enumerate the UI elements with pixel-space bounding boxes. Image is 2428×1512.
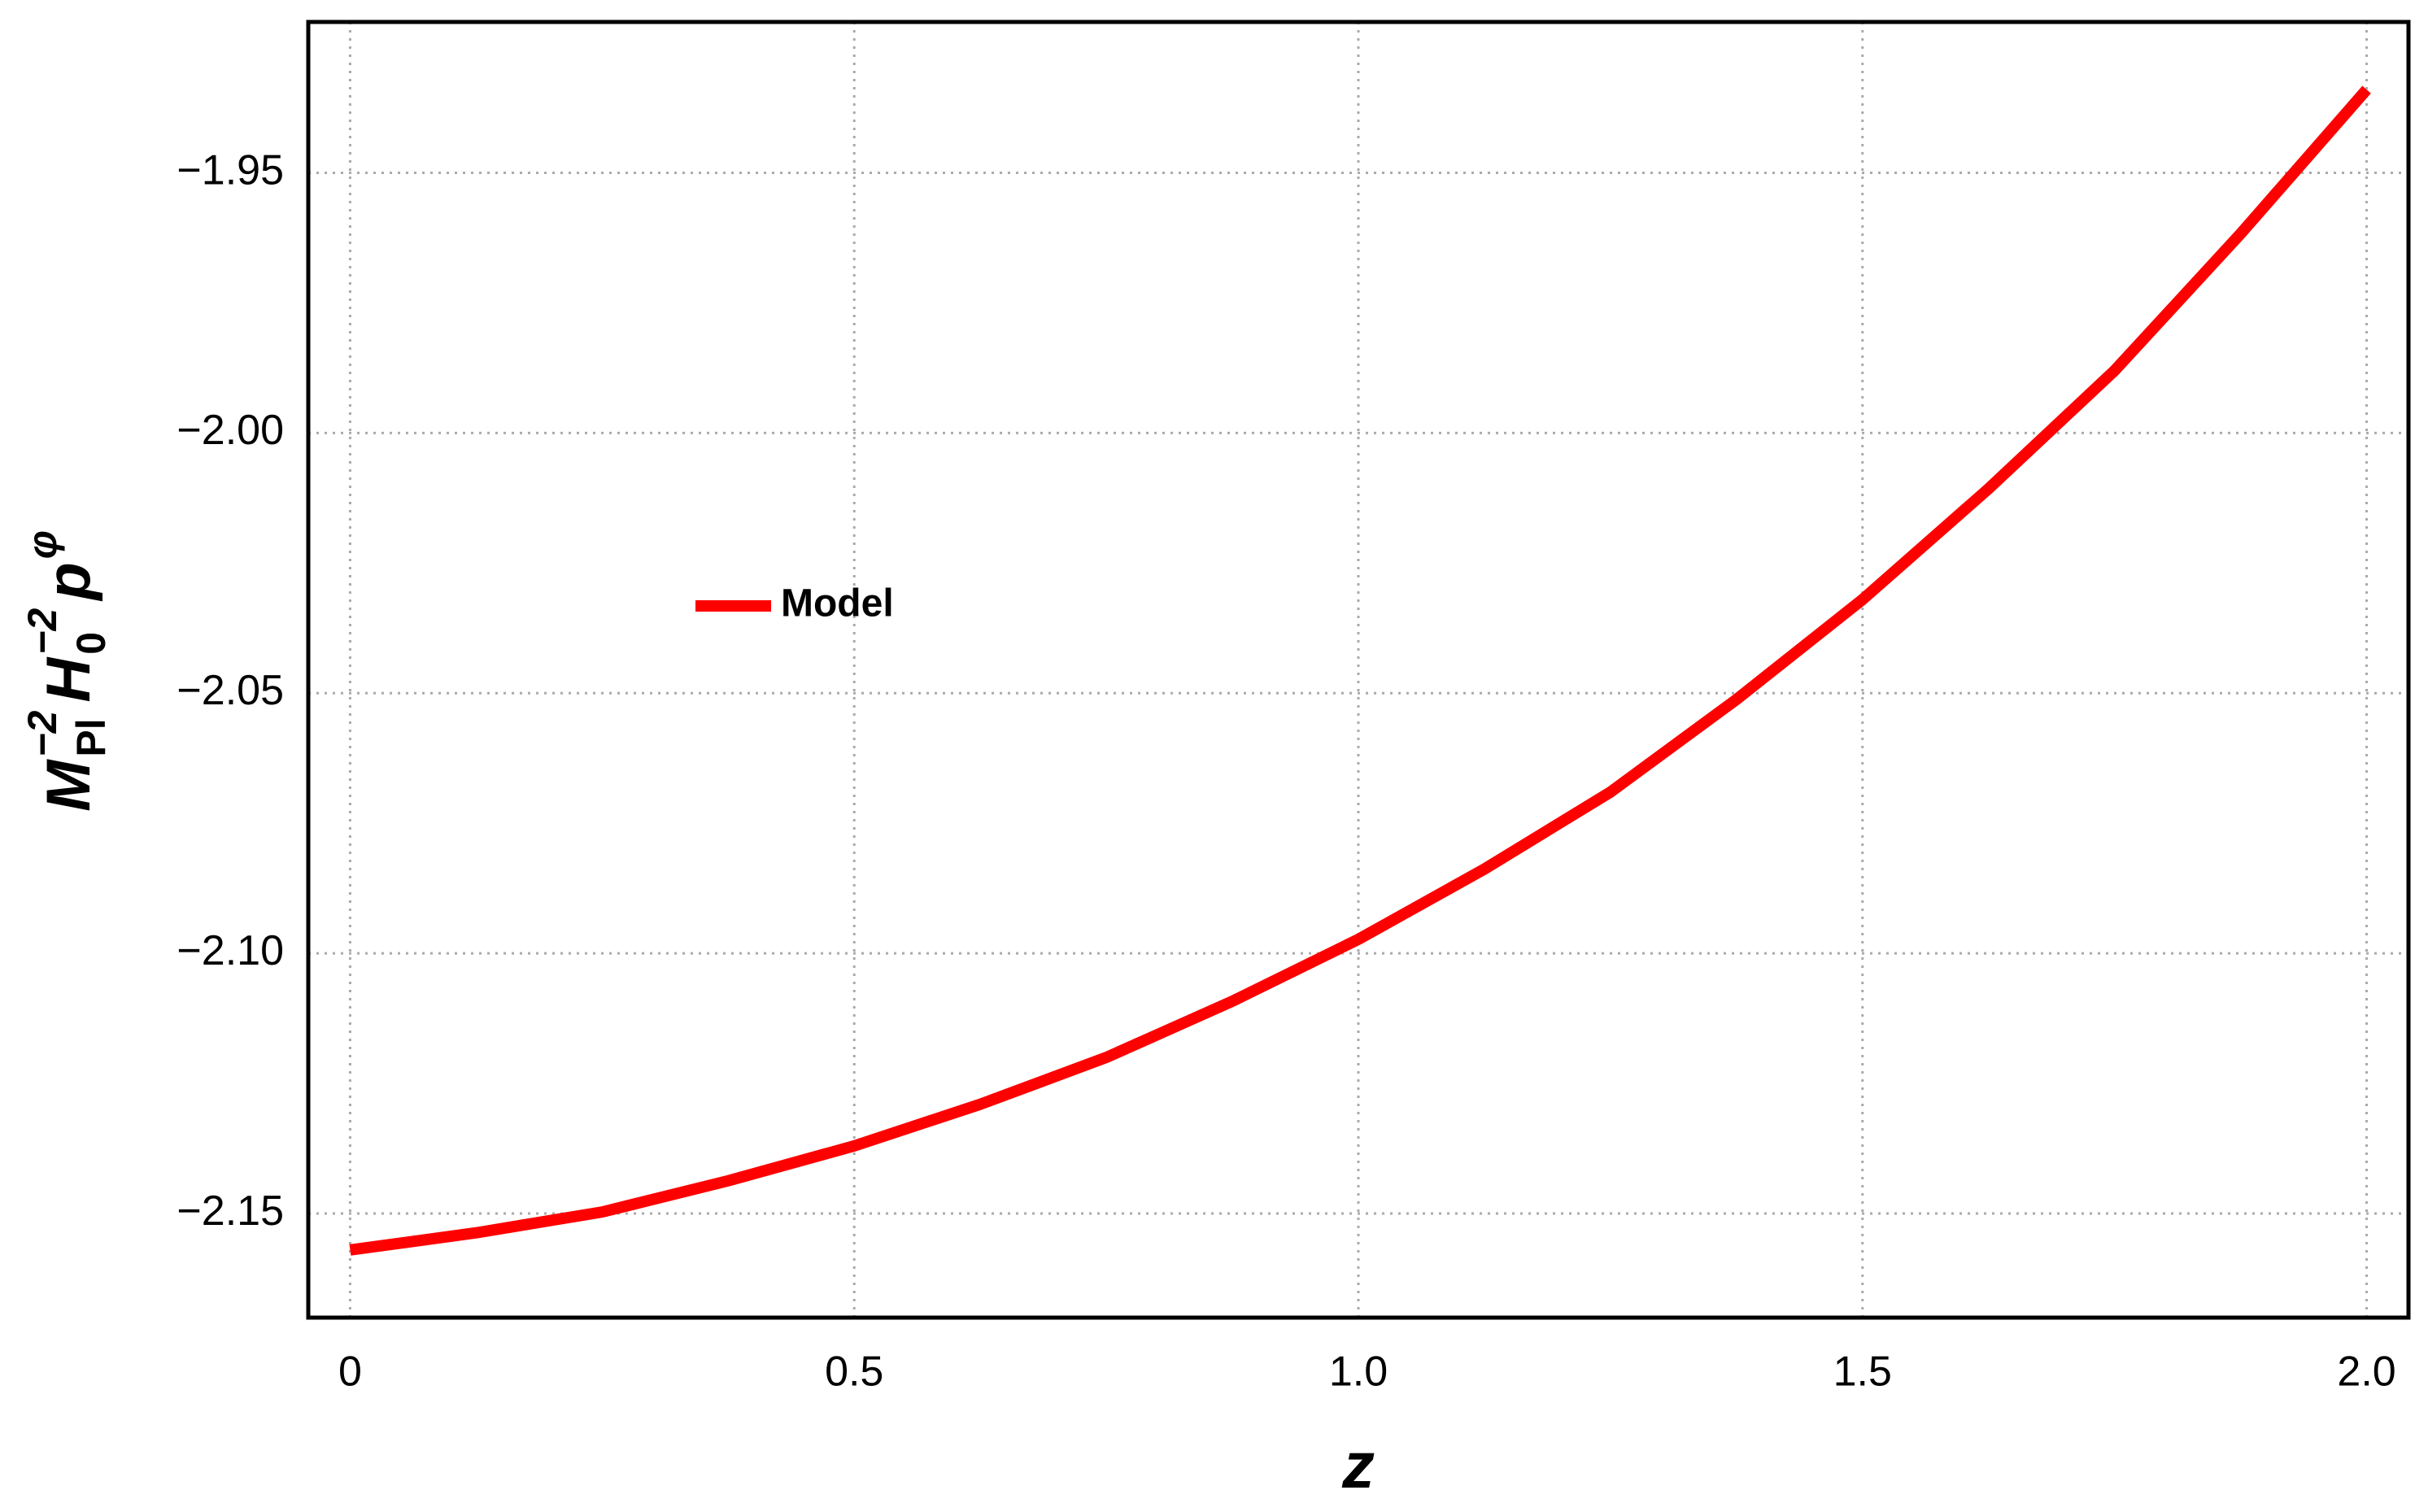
label-sub: 0 — [68, 632, 114, 655]
x-tick-label: 2.0 — [2337, 1349, 2395, 1396]
y-tick-label: −2.15 — [177, 1187, 284, 1235]
legend-label: Model — [781, 582, 894, 625]
label-sup: −2 — [20, 608, 65, 655]
label-sub: Pl — [68, 718, 114, 756]
x-axis-label: z — [1341, 1429, 1375, 1501]
label-base: H — [34, 656, 103, 703]
x-tick-label: 1.5 — [1833, 1349, 1892, 1396]
y-tick-label: −2.10 — [177, 927, 284, 974]
label-base: p — [34, 562, 103, 601]
y-tick-label: −1.95 — [177, 146, 284, 194]
y-tick-label: −2.00 — [177, 407, 284, 454]
label-base: M — [34, 759, 103, 812]
x-tick-label: 0.5 — [825, 1349, 883, 1396]
x-tick-label: 1.0 — [1329, 1349, 1388, 1396]
y-axis-label: M−2 PlH−2 0pφ — [20, 530, 114, 812]
plot-frame — [306, 20, 2411, 1320]
label-sup: φ — [20, 530, 65, 559]
label-sup: −2 — [20, 710, 65, 756]
data-line — [349, 85, 2371, 1256]
x-tick-label: 0 — [338, 1349, 362, 1396]
y-tick-label: −2.05 — [177, 667, 284, 714]
